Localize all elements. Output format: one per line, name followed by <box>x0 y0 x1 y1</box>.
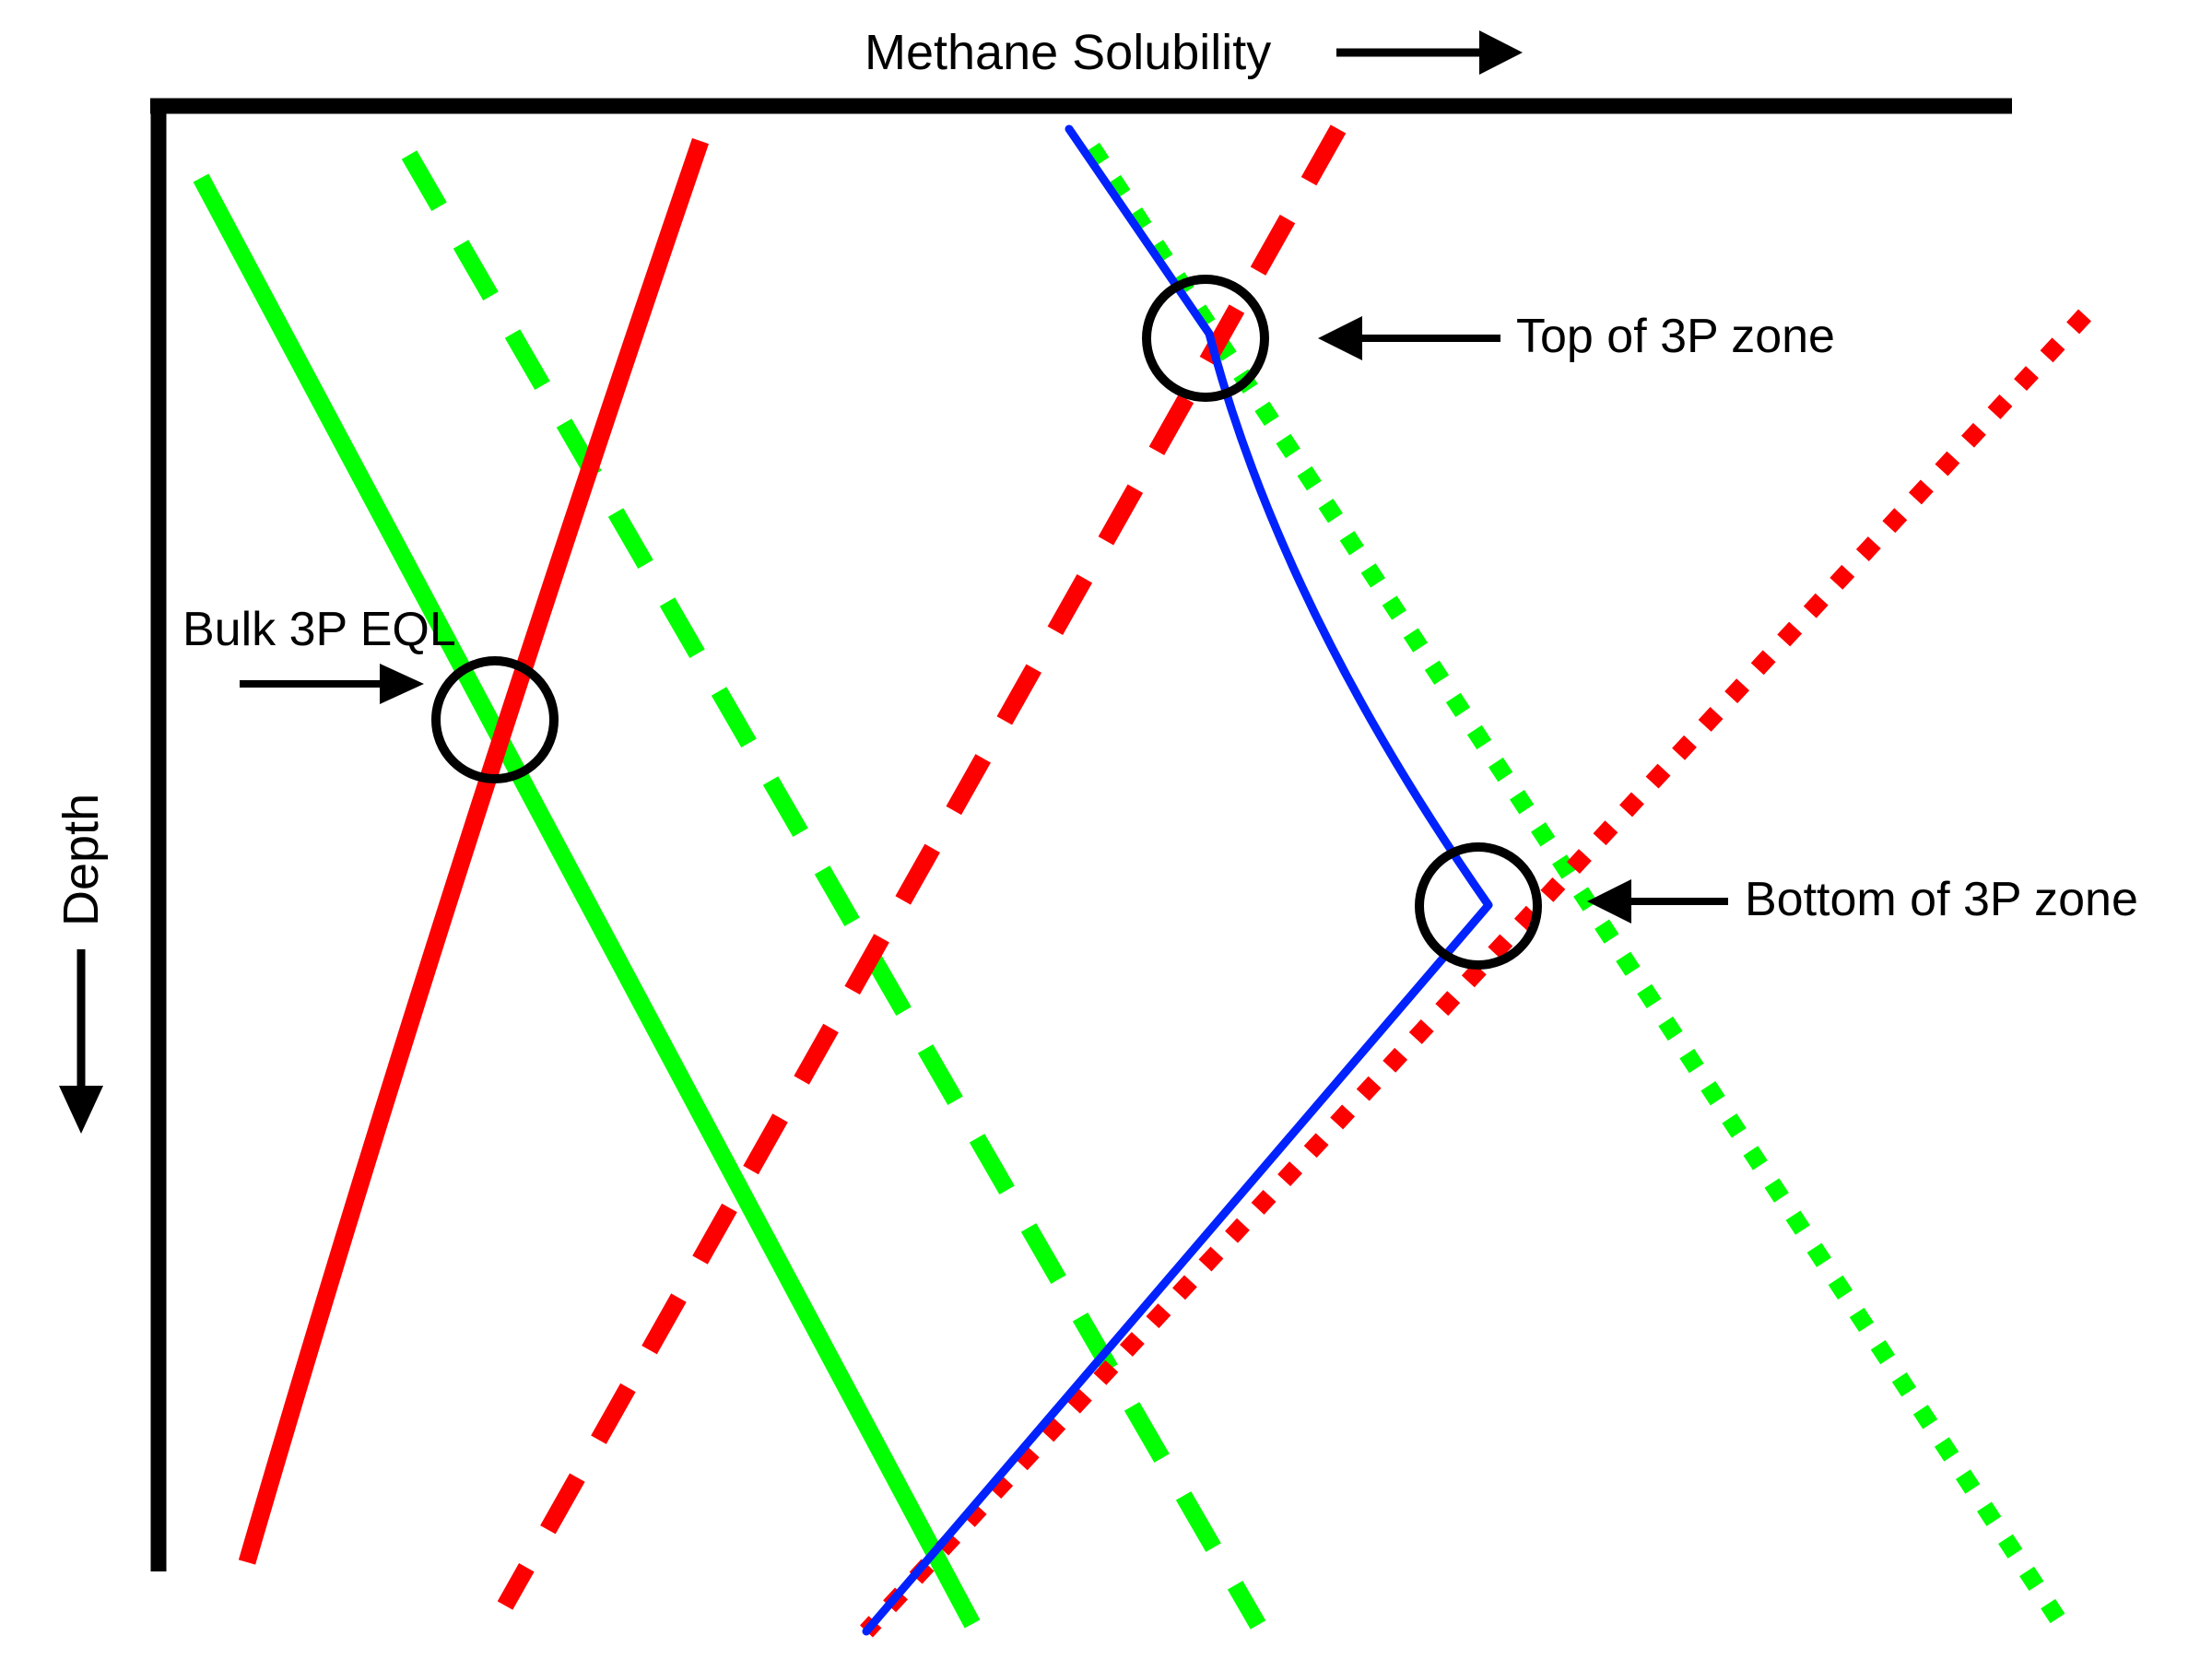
annotation-bottom-zone: Bottom of 3P zone <box>1587 873 2138 926</box>
axes <box>150 98 2012 1571</box>
green-dashed-line <box>401 150 1266 1630</box>
intersection-markers <box>431 275 1542 970</box>
annotation-top-zone: Top of 3P zone <box>1318 310 1835 363</box>
blue-curve <box>862 124 1493 1636</box>
top-zone-arrow-icon <box>1318 316 1362 360</box>
top-zone-marker <box>1142 275 1269 402</box>
bulk-eql-label: Bulk 3P EQL <box>182 603 456 656</box>
x-axis-label: Methane Solubility <box>865 25 1271 80</box>
bulk-eql-marker <box>431 656 559 783</box>
red-dotted-line <box>860 309 2091 1638</box>
y-axis-label: Depth <box>53 794 109 926</box>
green-dotted-line <box>1085 142 2077 1641</box>
red-dashed-line <box>497 124 1347 1610</box>
red-solid-line <box>238 137 709 1565</box>
red-lines <box>238 124 2091 1638</box>
annotation-bulk-eql: Bulk 3P EQL <box>182 603 456 704</box>
bulk-eql-arrow-icon <box>380 664 424 704</box>
bottom-zone-marker <box>1415 842 1542 970</box>
green-solid-line <box>193 173 981 1629</box>
y-axis-arrow <box>59 949 103 1134</box>
bottom-zone-arrow-icon <box>1587 879 1631 924</box>
x-axis-arrow <box>1336 30 1523 75</box>
bottom-zone-label: Bottom of 3P zone <box>1745 873 2138 926</box>
top-zone-label: Top of 3P zone <box>1516 310 1835 363</box>
green-lines <box>193 142 2077 1641</box>
